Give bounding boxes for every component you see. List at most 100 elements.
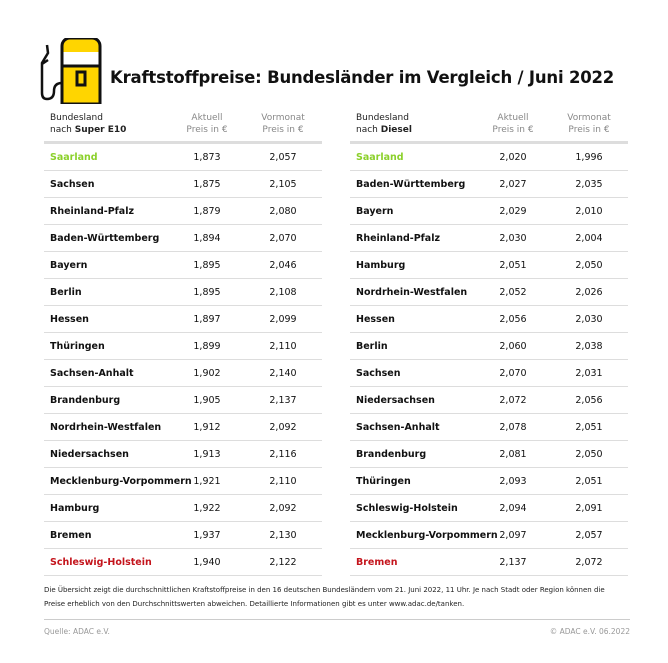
state-name: Bayern — [50, 260, 88, 271]
previous-month-price: 2,108 — [269, 287, 297, 298]
table-row: Schleswig-Holstein 2,094 2,091 — [350, 495, 628, 522]
table-row: Bremen 2,137 2,072 — [350, 549, 628, 576]
table-row: Nordrhein-Westfalen 1,912 2,092 — [44, 414, 322, 441]
previous-month-price: 2,026 — [575, 287, 603, 298]
previous-month-price: 2,056 — [575, 395, 603, 406]
table-diesel: Bundesland nach Diesel Aktuell Preis in € … — [350, 112, 628, 576]
previous-month-price: 2,092 — [269, 503, 297, 514]
table-row: Mecklenburg-Vorpommern 2,097 2,057 — [350, 522, 628, 549]
header-label: Preis in € — [186, 125, 228, 135]
state-name: Hamburg — [356, 260, 406, 271]
fuel-type: Super E10 — [74, 125, 127, 135]
table-row: Saarland 1,873 2,057 — [44, 144, 322, 171]
header-divider — [44, 141, 322, 144]
current-price: 2,029 — [499, 206, 527, 217]
header-label: Bundesland — [356, 113, 409, 123]
column-header-bundesland: Bundesland nach Diesel — [356, 112, 412, 136]
table-row: Hamburg 1,922 2,092 — [44, 495, 322, 522]
current-price: 1,912 — [193, 422, 221, 433]
current-price: 1,897 — [193, 314, 221, 325]
previous-month-price: 2,070 — [269, 233, 297, 244]
previous-month-price: 2,080 — [269, 206, 297, 217]
previous-month-price: 2,099 — [269, 314, 297, 325]
table-header: Bundesland nach Diesel Aktuell Preis in € … — [350, 112, 628, 140]
state-name: Saarland — [50, 152, 98, 163]
state-name: Brandenburg — [356, 449, 427, 460]
current-price: 1,879 — [193, 206, 221, 217]
current-price: 1,913 — [193, 449, 221, 460]
current-price: 1,875 — [193, 179, 221, 190]
state-name: Brandenburg — [50, 395, 121, 406]
current-price: 1,895 — [193, 287, 221, 298]
table-row: Hessen 1,897 2,099 — [44, 306, 322, 333]
previous-month-price: 2,051 — [575, 476, 603, 487]
table-row: Rheinland-Pfalz 2,030 2,004 — [350, 225, 628, 252]
state-name: Mecklenburg-Vorpommern — [50, 476, 192, 487]
header-label: nach — [356, 125, 381, 135]
previous-month-price: 2,105 — [269, 179, 297, 190]
previous-month-price: 2,030 — [575, 314, 603, 325]
header-label: Preis in € — [492, 125, 534, 135]
table-row: Bayern 1,895 2,046 — [44, 252, 322, 279]
table-row: Thüringen 1,899 2,110 — [44, 333, 322, 360]
state-name: Bremen — [50, 530, 92, 541]
previous-month-price: 2,050 — [575, 260, 603, 271]
state-name: Baden-Württemberg — [50, 233, 160, 244]
state-name: Baden-Württemberg — [356, 179, 466, 190]
previous-month-price: 2,140 — [269, 368, 297, 379]
previous-month-price: 2,110 — [269, 476, 297, 487]
current-price: 1,902 — [193, 368, 221, 379]
table-row: Saarland 2,020 1,996 — [350, 144, 628, 171]
table-row: Hamburg 2,051 2,050 — [350, 252, 628, 279]
current-price: 2,097 — [499, 530, 527, 541]
current-price: 2,070 — [499, 368, 527, 379]
current-price: 2,078 — [499, 422, 527, 433]
current-price: 1,922 — [193, 503, 221, 514]
state-name: Thüringen — [356, 476, 411, 487]
table-row: Niedersachsen 2,072 2,056 — [350, 387, 628, 414]
state-name: Hessen — [356, 314, 395, 325]
previous-month-price: 2,031 — [575, 368, 603, 379]
previous-month-price: 2,051 — [575, 422, 603, 433]
current-price: 2,056 — [499, 314, 527, 325]
table-row: Berlin 2,060 2,038 — [350, 333, 628, 360]
table-row: Thüringen 2,093 2,051 — [350, 468, 628, 495]
previous-month-price: 2,116 — [269, 449, 297, 460]
header-label: Vormonat — [567, 113, 611, 123]
current-price: 2,027 — [499, 179, 527, 190]
table-row: Bayern 2,029 2,010 — [350, 198, 628, 225]
state-name: Nordrhein-Westfalen — [50, 422, 162, 433]
previous-month-price: 2,038 — [575, 341, 603, 352]
table-row: Sachsen 1,875 2,105 — [44, 171, 322, 198]
current-price: 2,052 — [499, 287, 527, 298]
table-super-e10: Bundesland nach Super E10 Aktuell Preis in… — [44, 112, 322, 576]
current-price: 2,094 — [499, 503, 527, 514]
state-name: Thüringen — [50, 341, 105, 352]
state-name: Bayern — [356, 206, 394, 217]
current-price: 1,937 — [193, 530, 221, 541]
current-price: 1,895 — [193, 260, 221, 271]
header-label: Bundesland — [50, 113, 103, 123]
previous-month-price: 2,057 — [269, 152, 297, 163]
table-row: Baden-Württemberg 1,894 2,070 — [44, 225, 322, 252]
current-price: 2,081 — [499, 449, 527, 460]
previous-month-price: 2,035 — [575, 179, 603, 190]
footnote: Die Übersicht zeigt die durchschnittlich… — [44, 586, 605, 608]
state-name: Niedersachsen — [356, 395, 435, 406]
previous-month-price: 2,110 — [269, 341, 297, 352]
previous-month-price: 2,004 — [575, 233, 603, 244]
header-divider — [350, 141, 628, 144]
state-name: Schleswig-Holstein — [50, 557, 152, 568]
previous-month-price: 2,130 — [269, 530, 297, 541]
table-row: Mecklenburg-Vorpommern 1,921 2,110 — [44, 468, 322, 495]
header-label: Preis in € — [262, 125, 304, 135]
state-name: Sachsen — [50, 179, 95, 190]
current-price: 1,940 — [193, 557, 221, 568]
state-name: Rheinland-Pfalz — [356, 233, 441, 244]
previous-month-price: 2,091 — [575, 503, 603, 514]
current-price: 1,921 — [193, 476, 221, 487]
column-header-aktuell: Aktuell Preis in € — [172, 112, 242, 136]
current-price: 2,060 — [499, 341, 527, 352]
current-price: 1,905 — [193, 395, 221, 406]
